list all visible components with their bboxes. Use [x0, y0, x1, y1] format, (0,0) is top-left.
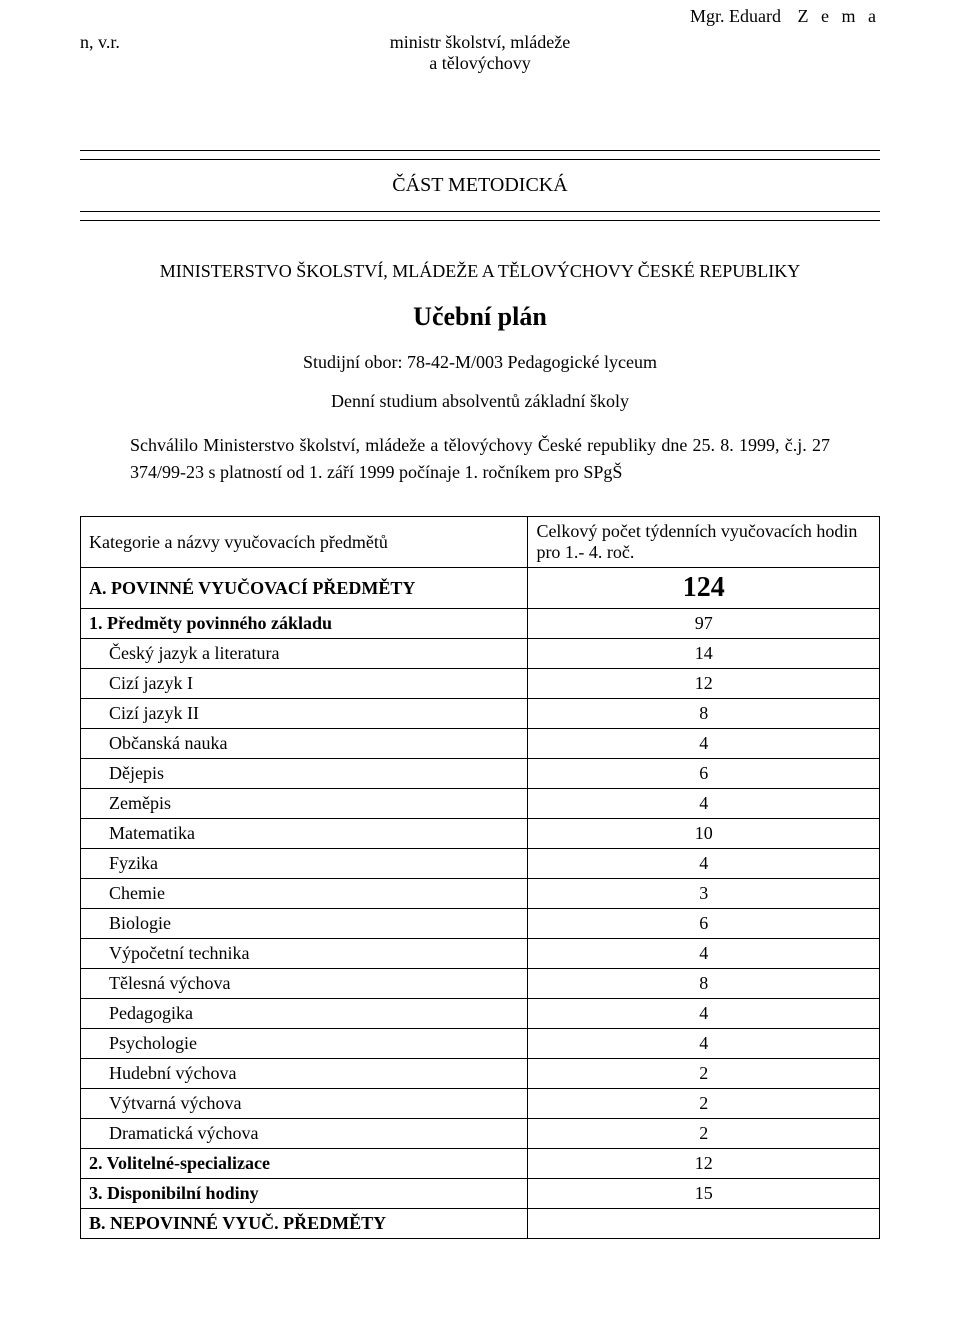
group-2-label: 2. Volitelné-specializace — [81, 1149, 528, 1179]
table-row: Cizí jazyk II8 — [81, 699, 880, 729]
section-b-row: B. NEPOVINNÉ VYUČ. PŘEDMĚTY — [81, 1209, 880, 1239]
subject-value: 8 — [528, 699, 880, 729]
header-top: n, v.r. Mgr. Eduard Z e m a ministr škol… — [80, 0, 880, 110]
subject-value: 10 — [528, 819, 880, 849]
subject-value: 6 — [528, 909, 880, 939]
subject-value: 4 — [528, 729, 880, 759]
subject-value: 4 — [528, 849, 880, 879]
table-row: Biologie6 — [81, 909, 880, 939]
approval-text: Schválilo Ministerstvo školství, mládeže… — [130, 432, 830, 486]
section-a-value: 124 — [528, 568, 880, 609]
header-left: n, v.r. — [80, 32, 120, 53]
subject-label: Výpočetní technika — [81, 939, 528, 969]
ministry-title-block: ministr školství, mládeže a tělovýchovy — [390, 32, 570, 74]
subject-label: Chemie — [81, 879, 528, 909]
table-row: Dramatická výchova2 — [81, 1119, 880, 1149]
group-3-value: 15 — [528, 1179, 880, 1209]
subject-label: Cizí jazyk I — [81, 669, 528, 699]
table-row: Zeměpis4 — [81, 789, 880, 819]
section-a-row: A. POVINNÉ VYUČOVACÍ PŘEDMĚTY 124 — [81, 568, 880, 609]
ministry-line-1: ministr školství, mládeže — [390, 32, 570, 53]
table-row: Český jazyk a literatura14 — [81, 639, 880, 669]
subject-value: 3 — [528, 879, 880, 909]
subject-label: Matematika — [81, 819, 528, 849]
group-1-label: 1. Předměty povinného základu — [81, 609, 528, 639]
group-2-row: 2. Volitelné-specializace 12 — [81, 1149, 880, 1179]
plan-title: Učební plán — [80, 302, 880, 332]
subject-label: Zeměpis — [81, 789, 528, 819]
table-row: Výpočetní technika4 — [81, 939, 880, 969]
page: n, v.r. Mgr. Eduard Z e m a ministr škol… — [0, 0, 960, 1321]
subject-label: Český jazyk a literatura — [81, 639, 528, 669]
subject-label: Výtvarná výchova — [81, 1089, 528, 1119]
table-row: Cizí jazyk I12 — [81, 669, 880, 699]
signature-surname: Z e m a — [798, 6, 880, 26]
group-3-label: 3. Disponibilní hodiny — [81, 1179, 528, 1209]
ministry-line-2: a tělovýchovy — [390, 53, 570, 74]
divider-bottom-2 — [80, 220, 880, 221]
subject-value: 4 — [528, 999, 880, 1029]
subject-value: 4 — [528, 789, 880, 819]
subject-label: Pedagogika — [81, 999, 528, 1029]
subject-label: Dějepis — [81, 759, 528, 789]
table-row: Dějepis6 — [81, 759, 880, 789]
section-b-value — [528, 1209, 880, 1239]
signature: Mgr. Eduard Z e m a — [690, 6, 880, 27]
table-row: Psychologie4 — [81, 1029, 880, 1059]
divider-top-2 — [80, 159, 880, 160]
table-row: Výtvarná výchova2 — [81, 1089, 880, 1119]
table-row: Tělesná výchova8 — [81, 969, 880, 999]
section-b-label: B. NEPOVINNÉ VYUČ. PŘEDMĚTY — [81, 1209, 528, 1239]
subject-label: Hudební výchova — [81, 1059, 528, 1089]
table-row: Pedagogika4 — [81, 999, 880, 1029]
table-head-left: Kategorie a názvy vyučovacích předmětů — [81, 517, 528, 568]
group-1-value: 97 — [528, 609, 880, 639]
ministry-caps: MINISTERSTVO ŠKOLSTVÍ, MLÁDEŽE A TĚLOVÝC… — [80, 261, 880, 282]
subject-value: 12 — [528, 669, 880, 699]
table-row: Občanská nauka4 — [81, 729, 880, 759]
study-form: Denní studium absolventů základní školy — [80, 391, 880, 412]
subject-label: Občanská nauka — [81, 729, 528, 759]
subject-label: Tělesná výchova — [81, 969, 528, 999]
table-head-right: Celkový počet týdenních vyučovacích hodi… — [528, 517, 880, 568]
subject-value: 6 — [528, 759, 880, 789]
signature-name: Mgr. Eduard — [690, 6, 781, 26]
subject-value: 2 — [528, 1089, 880, 1119]
table-header-row: Kategorie a názvy vyučovacích předmětů C… — [81, 517, 880, 568]
group-1-row: 1. Předměty povinného základu 97 — [81, 609, 880, 639]
table-row: Hudební výchova2 — [81, 1059, 880, 1089]
subject-value: 8 — [528, 969, 880, 999]
subject-value: 4 — [528, 939, 880, 969]
section-a-label: A. POVINNÉ VYUČOVACÍ PŘEDMĚTY — [81, 568, 528, 609]
table-row: Chemie3 — [81, 879, 880, 909]
table-row: Fyzika4 — [81, 849, 880, 879]
subject-label: Dramatická výchova — [81, 1119, 528, 1149]
subject-label: Fyzika — [81, 849, 528, 879]
table-row: Matematika10 — [81, 819, 880, 849]
subject-value: 14 — [528, 639, 880, 669]
subject-label: Psychologie — [81, 1029, 528, 1059]
subject-value: 2 — [528, 1119, 880, 1149]
group-3-row: 3. Disponibilní hodiny 15 — [81, 1179, 880, 1209]
subject-value: 2 — [528, 1059, 880, 1089]
subject-label: Cizí jazyk II — [81, 699, 528, 729]
section-title: ČÁST METODICKÁ — [80, 174, 880, 197]
subjects-table: Kategorie a názvy vyučovacích předmětů C… — [80, 516, 880, 1239]
subject-value: 4 — [528, 1029, 880, 1059]
group-2-value: 12 — [528, 1149, 880, 1179]
study-field: Studijní obor: 78-42-M/003 Pedagogické l… — [80, 352, 880, 373]
subject-label: Biologie — [81, 909, 528, 939]
